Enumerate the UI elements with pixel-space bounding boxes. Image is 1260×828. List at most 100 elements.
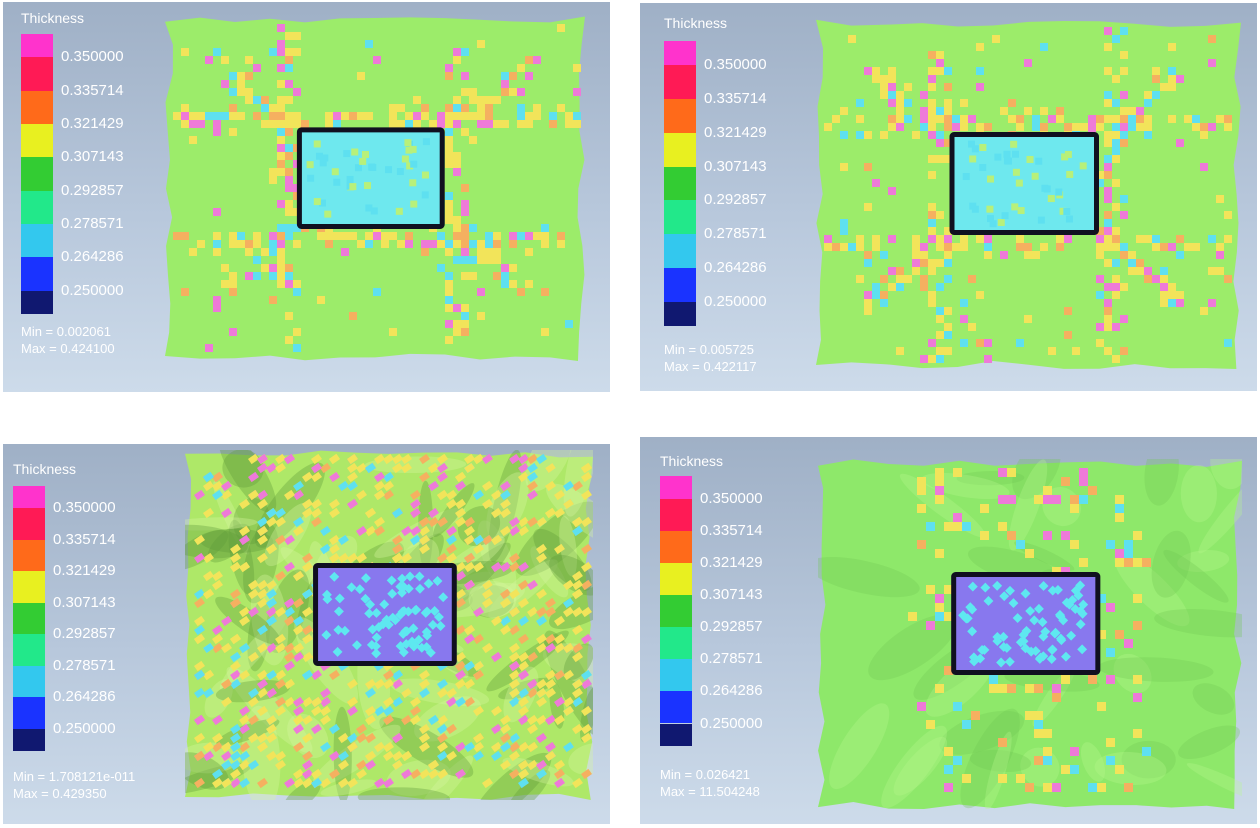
surface-shading <box>542 643 593 691</box>
thickness-cell <box>1052 693 1061 702</box>
hole-cell <box>983 596 994 606</box>
thickness-cell <box>928 155 936 163</box>
thickness-cell <box>453 56 461 64</box>
thickness-cell <box>461 72 469 80</box>
legend-label: 0.350000 <box>53 499 116 517</box>
legend-label: 0.278571 <box>53 656 116 674</box>
thickness-cell <box>928 67 936 75</box>
thickness-cell <box>536 453 547 465</box>
thickness-cell <box>1120 211 1128 219</box>
hole-cell <box>321 154 329 162</box>
hole-cell <box>1001 212 1009 220</box>
thickness-cell <box>277 136 285 144</box>
thickness-cell <box>500 732 511 744</box>
thickness-cell <box>277 168 285 176</box>
thickness-cell <box>1120 243 1128 251</box>
thickness-cell <box>277 256 285 264</box>
thickness-cell <box>1168 83 1176 91</box>
thickness-cell <box>960 299 968 307</box>
thickness-cell <box>1104 163 1112 171</box>
hole-cell <box>396 168 404 176</box>
thickness-cell <box>269 240 277 248</box>
thickness-cell <box>364 714 376 726</box>
thickness-cell <box>266 588 277 600</box>
thickness-cell <box>509 696 520 708</box>
thickness-cell <box>401 552 412 564</box>
thickness-cell <box>1144 235 1152 243</box>
thickness-cell <box>473 660 484 672</box>
thickness-cell <box>239 615 250 627</box>
thickness-cell <box>482 588 493 600</box>
thickness-cell <box>1034 756 1043 765</box>
thickness-cell <box>482 480 493 492</box>
surface-shading <box>506 770 551 800</box>
thickness-cell <box>944 522 953 531</box>
thickness-cell <box>491 705 502 717</box>
thickness-cell <box>253 112 261 120</box>
thickness-cell <box>485 248 493 256</box>
legend-swatch <box>13 728 45 751</box>
thickness-cell <box>509 280 517 288</box>
thickness-cell <box>413 96 421 104</box>
thickness-cell <box>1104 171 1112 179</box>
thickness-cell <box>392 453 403 465</box>
thickness-cell <box>338 777 349 789</box>
thickness-cell <box>527 579 538 591</box>
thickness-cell <box>1224 123 1232 131</box>
thickness-cell <box>1104 299 1112 307</box>
thickness-cell <box>365 232 373 240</box>
thickness-cell <box>581 579 592 591</box>
hole-cell <box>405 146 413 154</box>
legend-swatch <box>660 691 692 724</box>
thickness-cell <box>944 115 952 123</box>
thickness-cell <box>1152 91 1160 99</box>
thickness-cell <box>194 777 205 789</box>
thickness-cell <box>920 275 928 283</box>
thickness-cell <box>285 208 293 216</box>
thickness-cell <box>464 561 475 573</box>
thickness-cell <box>864 163 872 171</box>
thickness-cell <box>518 714 529 726</box>
thickness-cell <box>936 59 944 67</box>
thickness-cell <box>329 552 340 564</box>
thickness-cell <box>935 612 944 621</box>
thickness-cell <box>1104 243 1112 251</box>
thickness-cell <box>936 315 944 323</box>
thickness-cell <box>338 759 349 771</box>
thickness-cell <box>501 120 509 128</box>
thickness-cell <box>491 534 502 546</box>
legend-swatch <box>21 257 53 291</box>
thickness-cell <box>401 714 412 726</box>
thickness-cell <box>1176 251 1184 259</box>
thickness-cell <box>527 651 538 663</box>
thickness-cell <box>285 96 293 104</box>
thickness-cell <box>501 272 509 280</box>
surface-shading <box>417 755 473 800</box>
thickness-cell <box>293 696 304 708</box>
thickness-cell <box>437 489 448 501</box>
thickness-cell <box>455 588 466 600</box>
thickness-cell <box>554 633 565 645</box>
thickness-cell <box>469 240 477 248</box>
thickness-cell <box>284 678 295 690</box>
surface-shading <box>435 582 525 618</box>
thickness-cell <box>1052 495 1061 504</box>
thickness-cell <box>952 115 960 123</box>
surface-shading <box>1178 725 1241 760</box>
thickness-cell <box>445 272 453 280</box>
thickness-cell <box>392 678 403 690</box>
thickness-cell <box>1024 315 1032 323</box>
thickness-cell <box>554 642 565 654</box>
thickness-cell <box>581 669 592 681</box>
thickness-cell <box>211 570 223 582</box>
thickness-cell <box>285 272 293 280</box>
thickness-cell <box>229 88 237 96</box>
thickness-cell <box>485 112 493 120</box>
thickness-cell <box>1104 227 1112 235</box>
surface-shading <box>185 529 229 570</box>
thickness-cell <box>508 750 520 762</box>
thickness-cell <box>311 498 322 510</box>
legend-swatch <box>664 132 696 167</box>
thickness-cell <box>509 732 520 744</box>
thickness-cell <box>389 232 397 240</box>
